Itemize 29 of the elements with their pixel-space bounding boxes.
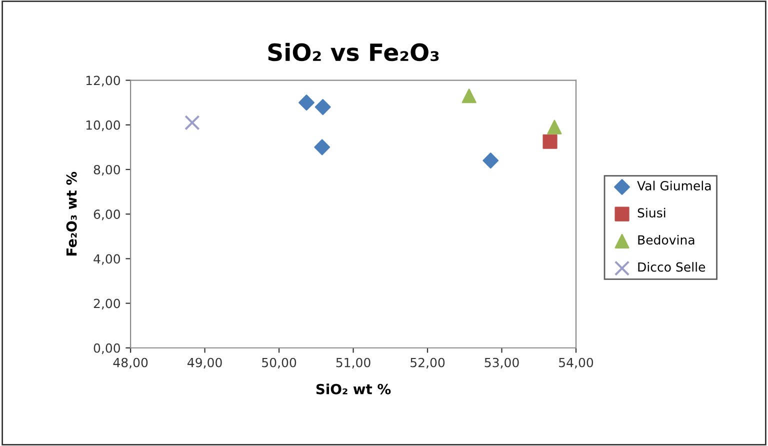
- y-tick-label: 8,00: [94, 164, 120, 176]
- point: [462, 88, 476, 104]
- legend-label: Siusi: [638, 208, 666, 218]
- point: [314, 139, 330, 156]
- chart-title: SiO₂ vs Fe₂O₃: [268, 42, 439, 62]
- point: [547, 120, 562, 134]
- y-axis-title: Fe₂O₃ wt %: [66, 172, 77, 256]
- y-tick-label: 12,00: [86, 76, 120, 86]
- y-tick-label: 6,00: [94, 210, 120, 220]
- x-tick-label: 51,00: [336, 358, 370, 369]
- legend-label: Val Giumela: [637, 180, 711, 190]
- point: [298, 94, 314, 111]
- y-tick-label: 2,00: [94, 298, 120, 310]
- point: [482, 152, 499, 169]
- x-tick-label: 48,00: [113, 358, 148, 369]
- y-tick-label: 10,00: [86, 120, 120, 132]
- x-tick-label: 49,00: [188, 358, 222, 369]
- x-tick-label: 50,00: [262, 358, 296, 369]
- y-tick-label: 0,00: [94, 343, 120, 354]
- x-axis-title: SiO₂ wt %: [316, 384, 391, 394]
- legend-label: Dicco Selle: [638, 262, 706, 272]
- x-tick-label: 54,00: [559, 358, 594, 369]
- legend-label: Bedovina: [638, 234, 694, 245]
- x-tick-label: 52,00: [410, 358, 445, 369]
- y-tick-label: 4,00: [94, 254, 120, 265]
- point: [314, 99, 331, 116]
- point: [542, 134, 558, 149]
- point: [184, 115, 200, 130]
- x-tick-label: 53,00: [484, 358, 519, 369]
